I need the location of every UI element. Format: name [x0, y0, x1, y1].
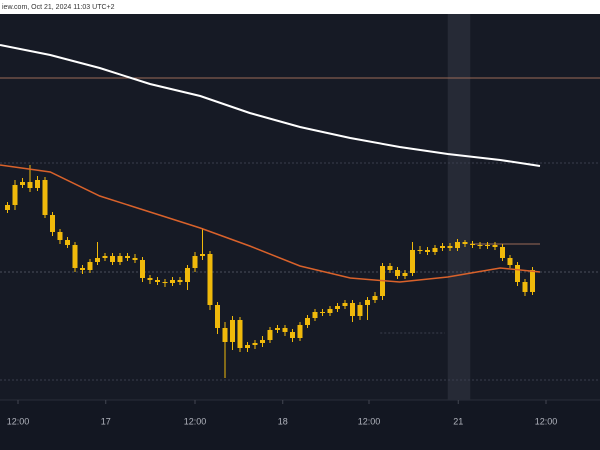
candle-body [440, 246, 445, 248]
candle-body [245, 345, 250, 348]
candle-body [470, 244, 475, 245]
candle-body [260, 340, 265, 343]
ma-line [0, 44, 541, 167]
candle-body [125, 256, 130, 258]
candle-body [432, 248, 438, 252]
x-tick-label: 12:00 [7, 416, 30, 426]
x-tick-label: 21 [453, 416, 463, 426]
ma-line [0, 164, 541, 283]
candle-body [252, 343, 258, 345]
candle-body [305, 318, 310, 325]
candle-body [95, 258, 100, 262]
candle-body [192, 256, 198, 268]
candle-body [312, 312, 318, 318]
candle-body [447, 246, 453, 248]
candle-body [35, 180, 40, 188]
candle-body [207, 254, 213, 305]
candle-body [395, 270, 400, 276]
candle-body [522, 282, 528, 292]
candle-body [410, 250, 415, 273]
candle-body [177, 280, 183, 282]
candle-body [170, 280, 175, 283]
candle-body [387, 266, 393, 270]
x-tick-label: 17 [101, 416, 111, 426]
candle-body [507, 258, 513, 265]
x-tick-label: 18 [278, 416, 288, 426]
candle-body [372, 296, 378, 300]
candle-body [155, 280, 160, 282]
candle-body [102, 256, 108, 258]
candle-body [65, 240, 70, 245]
candle-body [12, 185, 18, 205]
candle-body [110, 256, 115, 262]
candle-body [117, 256, 123, 262]
candle-body [342, 303, 348, 306]
candle-body [365, 300, 370, 305]
x-tick-label: 12:00 [358, 416, 381, 426]
candle-body [20, 182, 25, 185]
highlight-band [447, 14, 471, 400]
plot-area [0, 14, 600, 400]
candle-body [72, 245, 78, 268]
candle-body [530, 270, 535, 292]
candle-body [230, 320, 235, 342]
candle-body [57, 232, 63, 240]
candle-body [417, 250, 423, 251]
candle-body [50, 215, 55, 232]
candle-body [215, 305, 220, 328]
candle-body [140, 260, 145, 278]
candle-body [327, 309, 333, 313]
candle-body [132, 258, 138, 260]
candle-body [222, 328, 228, 342]
candle-body [462, 242, 468, 244]
candle-body [402, 273, 408, 276]
candle-body [350, 303, 355, 316]
candle-body [425, 250, 430, 252]
candle-body [162, 282, 168, 283]
candle-body [515, 265, 520, 282]
candle-body [335, 306, 340, 309]
candle-body [492, 245, 498, 247]
candle-body [297, 325, 303, 338]
candle-body [267, 330, 273, 340]
candle-body [80, 268, 85, 270]
candle-body [200, 254, 205, 256]
candle-body [500, 247, 505, 258]
candle-body [42, 180, 48, 215]
candle-body [485, 245, 490, 246]
candle-body [5, 205, 10, 210]
header-bar [0, 0, 600, 14]
candle-body [185, 268, 190, 282]
candle-body [237, 320, 243, 348]
header-text: iew.com, Oct 21, 2024 11:03 UTC+2 [2, 4, 115, 11]
candle-body [27, 182, 33, 188]
candle-body [147, 278, 153, 280]
candle-body [455, 242, 460, 248]
x-tick-label: 12:00 [184, 416, 207, 426]
candle-body [477, 245, 483, 246]
x-tick-label: 12:00 [535, 416, 558, 426]
candle-body [290, 332, 295, 338]
candle-body [357, 305, 363, 316]
candle-body [275, 328, 280, 330]
candle-body [320, 312, 325, 313]
candle-body [282, 328, 288, 332]
candle-body [87, 262, 93, 270]
